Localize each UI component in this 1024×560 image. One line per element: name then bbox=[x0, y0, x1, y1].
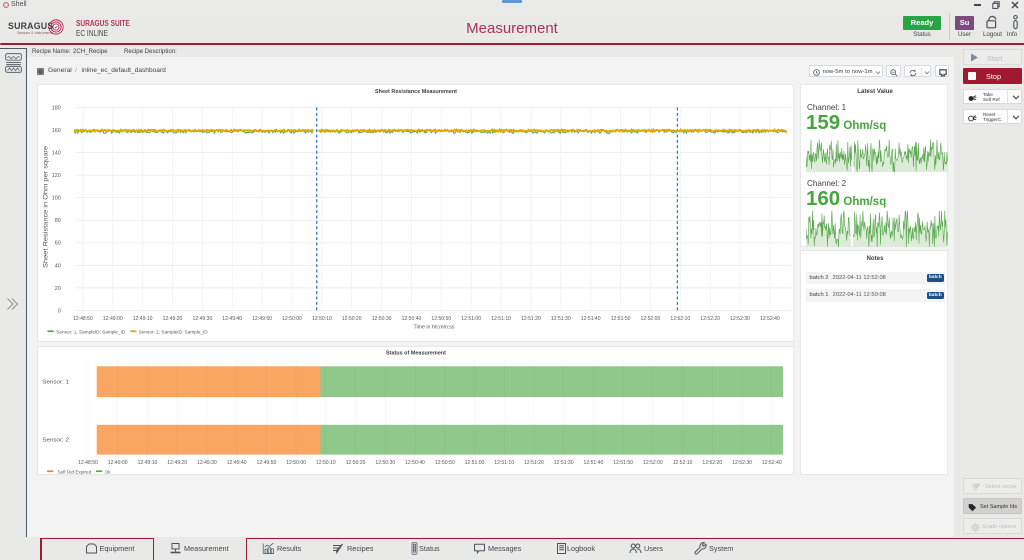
svg-text:OK: OK bbox=[105, 470, 112, 476]
svg-text:12:52:20: 12:52:20 bbox=[700, 316, 720, 322]
svg-text:12:49:20: 12:49:20 bbox=[163, 316, 183, 322]
svg-text:12:50:00: 12:50:00 bbox=[282, 316, 302, 322]
svg-text:140: 140 bbox=[52, 151, 61, 157]
svg-text:12:49:50: 12:49:50 bbox=[252, 316, 272, 322]
svg-text:12:49:30: 12:49:30 bbox=[193, 316, 213, 322]
svg-text:100: 100 bbox=[52, 196, 61, 202]
svg-text:12:48:50: 12:48:50 bbox=[78, 460, 98, 466]
svg-text:12:50:50: 12:50:50 bbox=[435, 460, 455, 466]
svg-text:Sheet Resistance in Ohm per sq: Sheet Resistance in Ohm per square bbox=[43, 145, 50, 268]
svg-text:12:52:00: 12:52:00 bbox=[641, 316, 661, 322]
svg-text:12:51:40: 12:51:40 bbox=[584, 460, 604, 466]
svg-text:12:52:20: 12:52:20 bbox=[702, 460, 722, 466]
svg-text:12:48:50: 12:48:50 bbox=[73, 316, 93, 322]
svg-text:12:51:20: 12:51:20 bbox=[524, 460, 544, 466]
svg-text:12:51:30: 12:51:30 bbox=[554, 460, 574, 466]
svg-text:12:50:10: 12:50:10 bbox=[316, 460, 336, 466]
svg-text:12:49:10: 12:49:10 bbox=[133, 316, 153, 322]
svg-text:12:52:00: 12:52:00 bbox=[643, 460, 663, 466]
svg-text:Sensor: 2: Sensor: 2 bbox=[42, 438, 69, 444]
svg-text:120: 120 bbox=[52, 173, 61, 179]
svg-text:Sensor: 1, SampleID: Sample_ID: Sensor: 1, SampleID: Sample_ID bbox=[56, 330, 125, 336]
svg-text:12:49:40: 12:49:40 bbox=[227, 460, 247, 466]
svg-text:12:51:10: 12:51:10 bbox=[491, 316, 511, 322]
svg-text:12:50:30: 12:50:30 bbox=[372, 316, 392, 322]
svg-text:0: 0 bbox=[58, 308, 61, 314]
svg-text:12:50:50: 12:50:50 bbox=[431, 316, 451, 322]
svg-text:12:52:10: 12:52:10 bbox=[673, 460, 693, 466]
svg-text:80: 80 bbox=[55, 218, 61, 224]
svg-text:12:49:40: 12:49:40 bbox=[222, 316, 242, 322]
svg-text:12:51:50: 12:51:50 bbox=[613, 460, 633, 466]
svg-text:Sheet Resistance Measurement: Sheet Resistance Measurement bbox=[375, 89, 457, 95]
svg-text:20: 20 bbox=[55, 286, 61, 292]
svg-text:Self Ref Expired: Self Ref Expired bbox=[58, 470, 92, 476]
svg-text:12:49:20: 12:49:20 bbox=[167, 460, 187, 466]
svg-text:12:52:40: 12:52:40 bbox=[760, 316, 780, 322]
svg-text:12:51:00: 12:51:00 bbox=[465, 460, 485, 466]
svg-text:12:49:50: 12:49:50 bbox=[257, 460, 277, 466]
svg-text:12:50:20: 12:50:20 bbox=[346, 460, 366, 466]
svg-text:12:50:40: 12:50:40 bbox=[405, 460, 425, 466]
svg-text:12:51:20: 12:51:20 bbox=[521, 316, 541, 322]
svg-text:12:51:50: 12:51:50 bbox=[611, 316, 631, 322]
svg-text:12:50:40: 12:50:40 bbox=[402, 316, 422, 322]
svg-text:160: 160 bbox=[52, 128, 61, 134]
svg-text:12:50:00: 12:50:00 bbox=[286, 460, 306, 466]
svg-text:12:51:30: 12:51:30 bbox=[551, 316, 571, 322]
svg-text:12:50:20: 12:50:20 bbox=[342, 316, 362, 322]
svg-text:12:49:00: 12:49:00 bbox=[103, 316, 123, 322]
svg-text:40: 40 bbox=[55, 263, 61, 269]
svg-text:12:51:00: 12:51:00 bbox=[461, 316, 481, 322]
svg-text:12:52:10: 12:52:10 bbox=[670, 316, 690, 322]
svg-text:Time in hh:mm:ss: Time in hh:mm:ss bbox=[414, 325, 455, 331]
svg-text:60: 60 bbox=[55, 241, 61, 247]
svg-text:12:52:40: 12:52:40 bbox=[762, 460, 782, 466]
svg-text:12:50:10: 12:50:10 bbox=[312, 316, 332, 322]
svg-text:12:49:10: 12:49:10 bbox=[138, 460, 158, 466]
svg-text:12:49:30: 12:49:30 bbox=[197, 460, 217, 466]
svg-text:12:52:30: 12:52:30 bbox=[732, 460, 752, 466]
svg-text:180: 180 bbox=[52, 105, 61, 111]
svg-text:12:51:10: 12:51:10 bbox=[494, 460, 514, 466]
svg-text:12:50:30: 12:50:30 bbox=[375, 460, 395, 466]
svg-text:12:51:40: 12:51:40 bbox=[581, 316, 601, 322]
svg-text:Status of Measurement: Status of Measurement bbox=[386, 351, 446, 357]
svg-text:12:49:00: 12:49:00 bbox=[108, 460, 128, 466]
svg-text:Sensor: 1: Sensor: 1 bbox=[42, 380, 69, 386]
svg-text:12:52:30: 12:52:30 bbox=[730, 316, 750, 322]
svg-text:Sensor: 2, SampleID: Sample_ID: Sensor: 2, SampleID: Sample_ID bbox=[139, 330, 208, 336]
